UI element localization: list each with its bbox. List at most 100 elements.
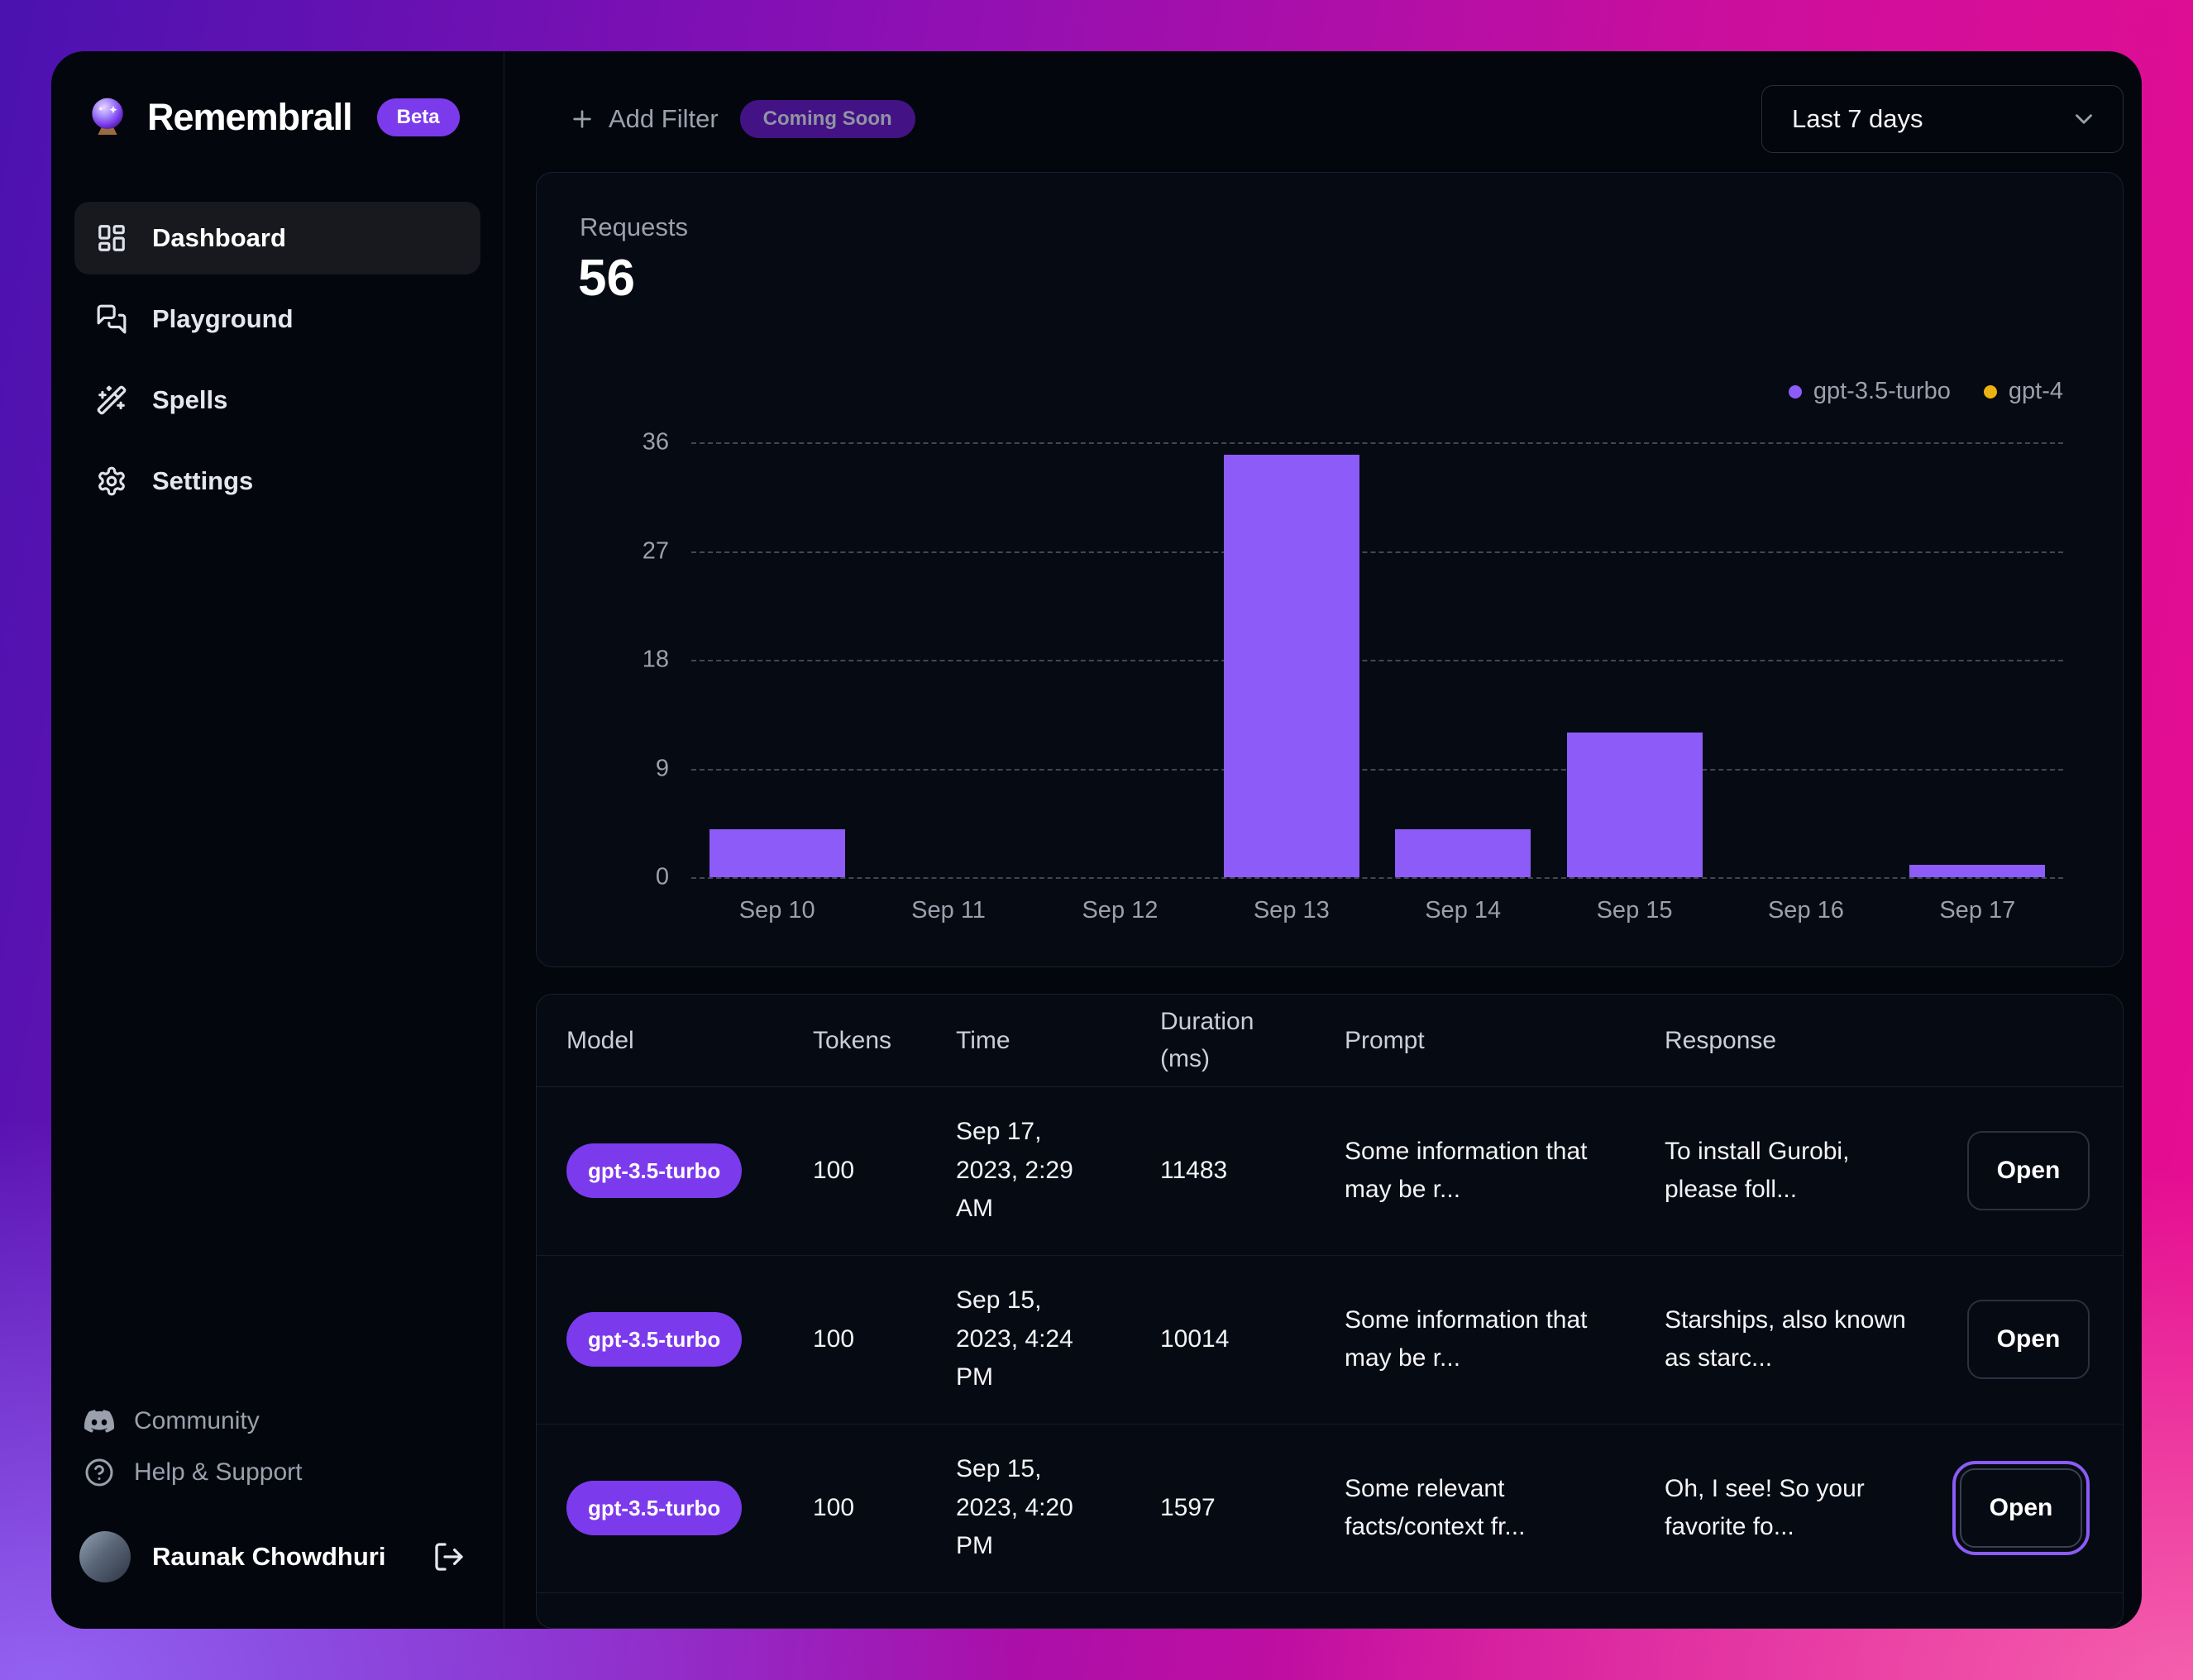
app-window: Remembrall Beta Dashboard bbox=[51, 51, 2142, 1629]
x-axis-label: Sep 12 bbox=[1082, 897, 1159, 924]
response-cell: Starships, also known as starc... bbox=[1665, 1305, 1906, 1372]
add-filter-label: Add Filter bbox=[609, 104, 719, 133]
gear-icon bbox=[96, 465, 127, 497]
open-button-focus-ring: Open bbox=[1952, 1461, 2090, 1556]
sidebar-item-label: Help & Support bbox=[134, 1458, 303, 1486]
y-axis-tick: 27 bbox=[642, 537, 669, 564]
sidebar: Remembrall Beta Dashboard bbox=[51, 51, 504, 1629]
y-axis-tick: 9 bbox=[655, 755, 669, 781]
dashboard-icon bbox=[96, 222, 127, 254]
gridline-9 bbox=[691, 768, 2063, 771]
logout-button[interactable] bbox=[432, 1540, 466, 1573]
column-header-response: Response bbox=[1665, 1026, 1777, 1054]
bar-slot-sep-12 bbox=[1034, 442, 1206, 877]
tokens-cell: 100 bbox=[813, 1156, 855, 1184]
legend-item-gpt-4[interactable]: gpt-4 bbox=[1983, 378, 2063, 405]
duration-cell: 10014 bbox=[1160, 1324, 1230, 1353]
beta-badge: Beta bbox=[376, 98, 460, 136]
sidebar-item-label: Settings bbox=[152, 466, 254, 495]
gridline-27 bbox=[691, 551, 2063, 553]
y-axis-tick: 0 bbox=[655, 863, 669, 890]
duration-cell: 11483 bbox=[1160, 1156, 1228, 1184]
legend-item-gpt-3-5-turbo[interactable]: gpt-3.5-turbo bbox=[1788, 378, 1951, 405]
bar-slot-sep-14 bbox=[1378, 442, 1549, 877]
gridline-0 bbox=[691, 877, 2063, 879]
app-logo-row: Remembrall Beta bbox=[74, 94, 480, 141]
date-range-value: Last 7 days bbox=[1792, 104, 1923, 133]
legend-dot-purple bbox=[1788, 384, 1802, 399]
table-row: gpt-3.5-turbo 100 Sep 17, 2023, 2:29 AM … bbox=[537, 1087, 2123, 1256]
user-row[interactable]: Raunak Chowdhuri bbox=[74, 1531, 480, 1582]
tokens-cell: 100 bbox=[813, 1493, 855, 1521]
table-header-row: Model Tokens Time Duration (ms) Prompt R… bbox=[537, 995, 2123, 1087]
legend-label: gpt-4 bbox=[2008, 378, 2063, 404]
bar-gpt-3.5-turbo bbox=[709, 828, 845, 877]
logout-icon bbox=[435, 1543, 463, 1571]
user-avatar bbox=[79, 1531, 131, 1582]
column-header-model: Model bbox=[566, 1026, 634, 1054]
sidebar-item-label: Dashboard bbox=[152, 223, 286, 252]
column-header-duration: Duration (ms) bbox=[1160, 1008, 1254, 1073]
open-button[interactable]: Open bbox=[1967, 1131, 2090, 1211]
coming-soon-badge: Coming Soon bbox=[739, 100, 915, 138]
response-cell: Oh, I see! So your favorite fo... bbox=[1665, 1474, 1865, 1541]
duration-cell: 1597 bbox=[1160, 1493, 1216, 1521]
discord-icon bbox=[84, 1410, 114, 1433]
sidebar-item-help-support[interactable]: Help & Support bbox=[74, 1447, 480, 1498]
bar-chart-plot: 0 9 18 27 36 Sep 10 Sep 11 Sep 12 Sep 13 Sep 14 Se… bbox=[643, 429, 2063, 924]
open-button[interactable]: Open bbox=[1960, 1468, 2082, 1549]
date-range-select[interactable]: Last 7 days bbox=[1761, 85, 2124, 153]
legend-label: gpt-3.5-turbo bbox=[1813, 378, 1951, 404]
prompt-cell: Some relevant facts/context fr... bbox=[1345, 1474, 1526, 1541]
sidebar-item-settings[interactable]: Settings bbox=[74, 445, 480, 518]
y-axis-tick: 36 bbox=[642, 428, 669, 456]
y-axis-tick: 18 bbox=[642, 646, 669, 673]
x-axis-label: Sep 17 bbox=[1939, 897, 2016, 924]
column-header-tokens: Tokens bbox=[813, 1026, 892, 1054]
legend-dot-yellow bbox=[1983, 384, 1997, 399]
model-badge: gpt-3.5-turbo bbox=[566, 1311, 743, 1367]
x-axis-label: Sep 16 bbox=[1767, 897, 1844, 924]
bar-gpt-3.5-turbo bbox=[1909, 865, 2046, 877]
help-circle-icon bbox=[85, 1458, 113, 1487]
open-button[interactable]: Open bbox=[1967, 1300, 2090, 1380]
topbar: Add Filter Coming Soon Last 7 days bbox=[536, 85, 2124, 153]
bar-gpt-3.5-turbo bbox=[1566, 732, 1703, 877]
magic-wand-icon bbox=[96, 384, 127, 416]
table-row: gpt-3.5-turbo 100 Sep 15, 2023, 4:24 PM … bbox=[537, 1256, 2123, 1425]
requests-table-card: Model Tokens Time Duration (ms) Prompt R… bbox=[536, 993, 2124, 1629]
sidebar-item-dashboard[interactable]: Dashboard bbox=[74, 202, 480, 274]
x-axis-label: Sep 10 bbox=[738, 897, 815, 924]
table-row: gpt-3.5-turbo 100 Sep 15, 2023, 4:20 PM … bbox=[537, 1425, 2123, 1593]
requests-label: Requests bbox=[580, 212, 688, 241]
model-badge: gpt-3.5-turbo bbox=[566, 1143, 743, 1199]
bar-gpt-3.5-turbo bbox=[1395, 828, 1531, 877]
model-badge: gpt-3.5-turbo bbox=[566, 1480, 743, 1536]
time-cell: Sep 15, 2023, 4:20 PM bbox=[956, 1455, 1073, 1560]
bar-gpt-3.5-turbo bbox=[1223, 454, 1359, 877]
bar-slot-sep-15 bbox=[1549, 442, 1720, 877]
add-filter-button[interactable]: Add Filter bbox=[569, 104, 719, 134]
prompt-cell: Some information that may be r... bbox=[1345, 1137, 1588, 1204]
sidebar-item-community[interactable]: Community bbox=[74, 1396, 480, 1447]
time-cell: Sep 15, 2023, 4:24 PM bbox=[956, 1286, 1073, 1391]
column-header-prompt: Prompt bbox=[1345, 1026, 1425, 1054]
bar-slot-sep-16 bbox=[1720, 442, 1891, 877]
chart-legend: gpt-3.5-turbo gpt-4 bbox=[1788, 378, 2063, 405]
plus-icon bbox=[573, 110, 591, 128]
sidebar-item-label: Community bbox=[134, 1407, 260, 1434]
gridline-36 bbox=[691, 442, 2063, 444]
prompt-cell: Some information that may be r... bbox=[1345, 1305, 1588, 1372]
response-cell: To install Gurobi, please foll... bbox=[1665, 1137, 1850, 1204]
bar-slot-sep-11 bbox=[862, 442, 1034, 877]
sidebar-item-playground[interactable]: Playground bbox=[74, 283, 480, 356]
sidebar-nav: Dashboard Playground bbox=[74, 202, 480, 518]
bar-slot-sep-13 bbox=[1206, 442, 1377, 877]
sidebar-item-label: Spells bbox=[152, 385, 228, 414]
crystal-ball-icon bbox=[92, 98, 123, 135]
sidebar-item-label: Playground bbox=[152, 304, 294, 333]
x-axis-label: Sep 13 bbox=[1253, 897, 1330, 924]
sidebar-item-spells[interactable]: Spells bbox=[74, 364, 480, 437]
x-axis-label: Sep 15 bbox=[1596, 897, 1673, 924]
bar-slot-sep-10 bbox=[691, 442, 862, 877]
